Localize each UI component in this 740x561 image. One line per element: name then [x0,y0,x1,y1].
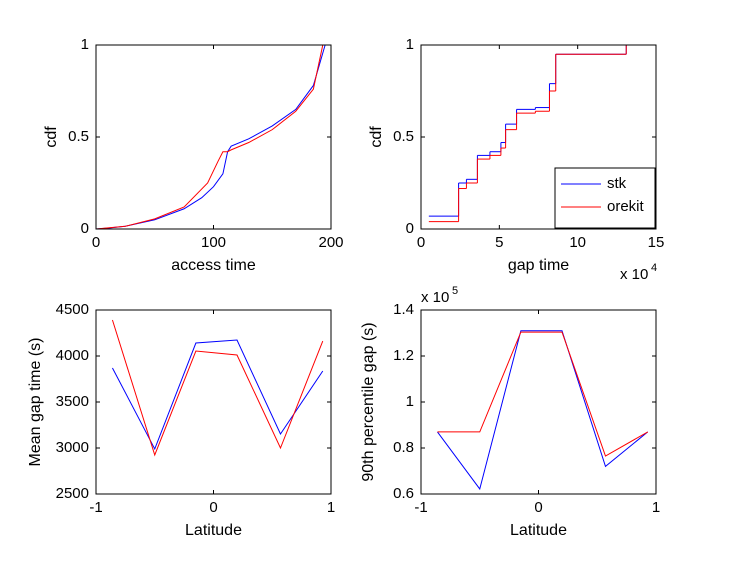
axes-box [420,309,657,495]
x-tick-label: 15 [648,234,665,251]
y-axis-label: cdf [43,126,60,148]
y-tick-label: 2500 [56,485,89,502]
x-tick-label: 200 [318,234,343,251]
y-axis-label: Mean gap time (s) [27,338,44,467]
y-tick-label: 0.5 [68,128,89,145]
x-tick-label: 5 [495,234,503,251]
subplot: 0 100 200 0 0.5 1 access time cdf [43,36,343,274]
x-tick-label: 0 [417,234,425,251]
y-tick-label: 1 [406,393,414,410]
y-axis-label: cdf [368,126,385,148]
axes-box [95,44,332,230]
y-tick-label: 4000 [56,347,89,364]
y-tick-label: 0 [81,220,89,237]
y-tick-label: 0 [406,220,414,237]
x-axis-label: access time [171,257,256,274]
y-tick-label: 3500 [56,393,89,410]
x-tick-label: 0 [534,499,542,516]
data-line [111,319,324,457]
legend-box [554,167,656,229]
subplot: 0 5 10 15 0 0.5 1 x 10 4 gap time cdf stk orekit [368,36,664,283]
x-tick-label: 100 [201,234,226,251]
data-line [112,339,324,451]
axes-background [96,45,331,229]
x-tick-label: 0 [209,499,217,516]
legend: stk orekit [554,167,656,229]
subplot: -1 0 1 2500 3000 3500 4000 4500 Latitude Mean gap… [27,301,335,539]
axes-box [420,44,657,230]
axes-box [95,309,332,495]
y-tick-label: 0.5 [393,128,414,145]
y-axis-label: 90th percentile gap (s) [360,322,377,481]
x-tick-label: 10 [569,234,586,251]
x-axis-label: Latitude [510,522,567,539]
subplot: -1 0 1 0.6 0.8 1 1.2 1.4 x 10 5 Latitude 90th perce… [360,285,660,539]
y-tick-label: 0.6 [393,485,414,502]
y-multiplier: x 10 [421,289,449,306]
axes-background [96,310,331,494]
x-multiplier: x 10 [620,266,648,283]
x-exponent: 4 [651,262,657,274]
y-tick-label: 4500 [56,301,89,318]
y-tick-label: 0.8 [393,439,414,456]
data-line [95,44,324,230]
y-exponent: 5 [452,285,458,297]
x-axis-label: gap time [508,257,569,274]
legend-label: stk [607,175,627,192]
x-tick-label: 1 [327,499,335,516]
y-tick-label: 3000 [56,439,89,456]
legend-label: orekit [607,198,645,215]
y-tick-label: 1 [81,36,89,53]
y-tick-label: 1 [406,36,414,53]
x-tick-label: -1 [89,499,102,516]
axes-background [421,310,656,494]
data-line [437,330,649,491]
data-line [437,331,649,457]
x-tick-label: -1 [414,499,427,516]
x-tick-label: 0 [92,234,100,251]
y-tick-label: 1.4 [393,301,414,318]
x-axis-label: Latitude [185,522,242,539]
x-tick-label: 1 [652,499,660,516]
y-tick-label: 1.2 [393,347,414,364]
